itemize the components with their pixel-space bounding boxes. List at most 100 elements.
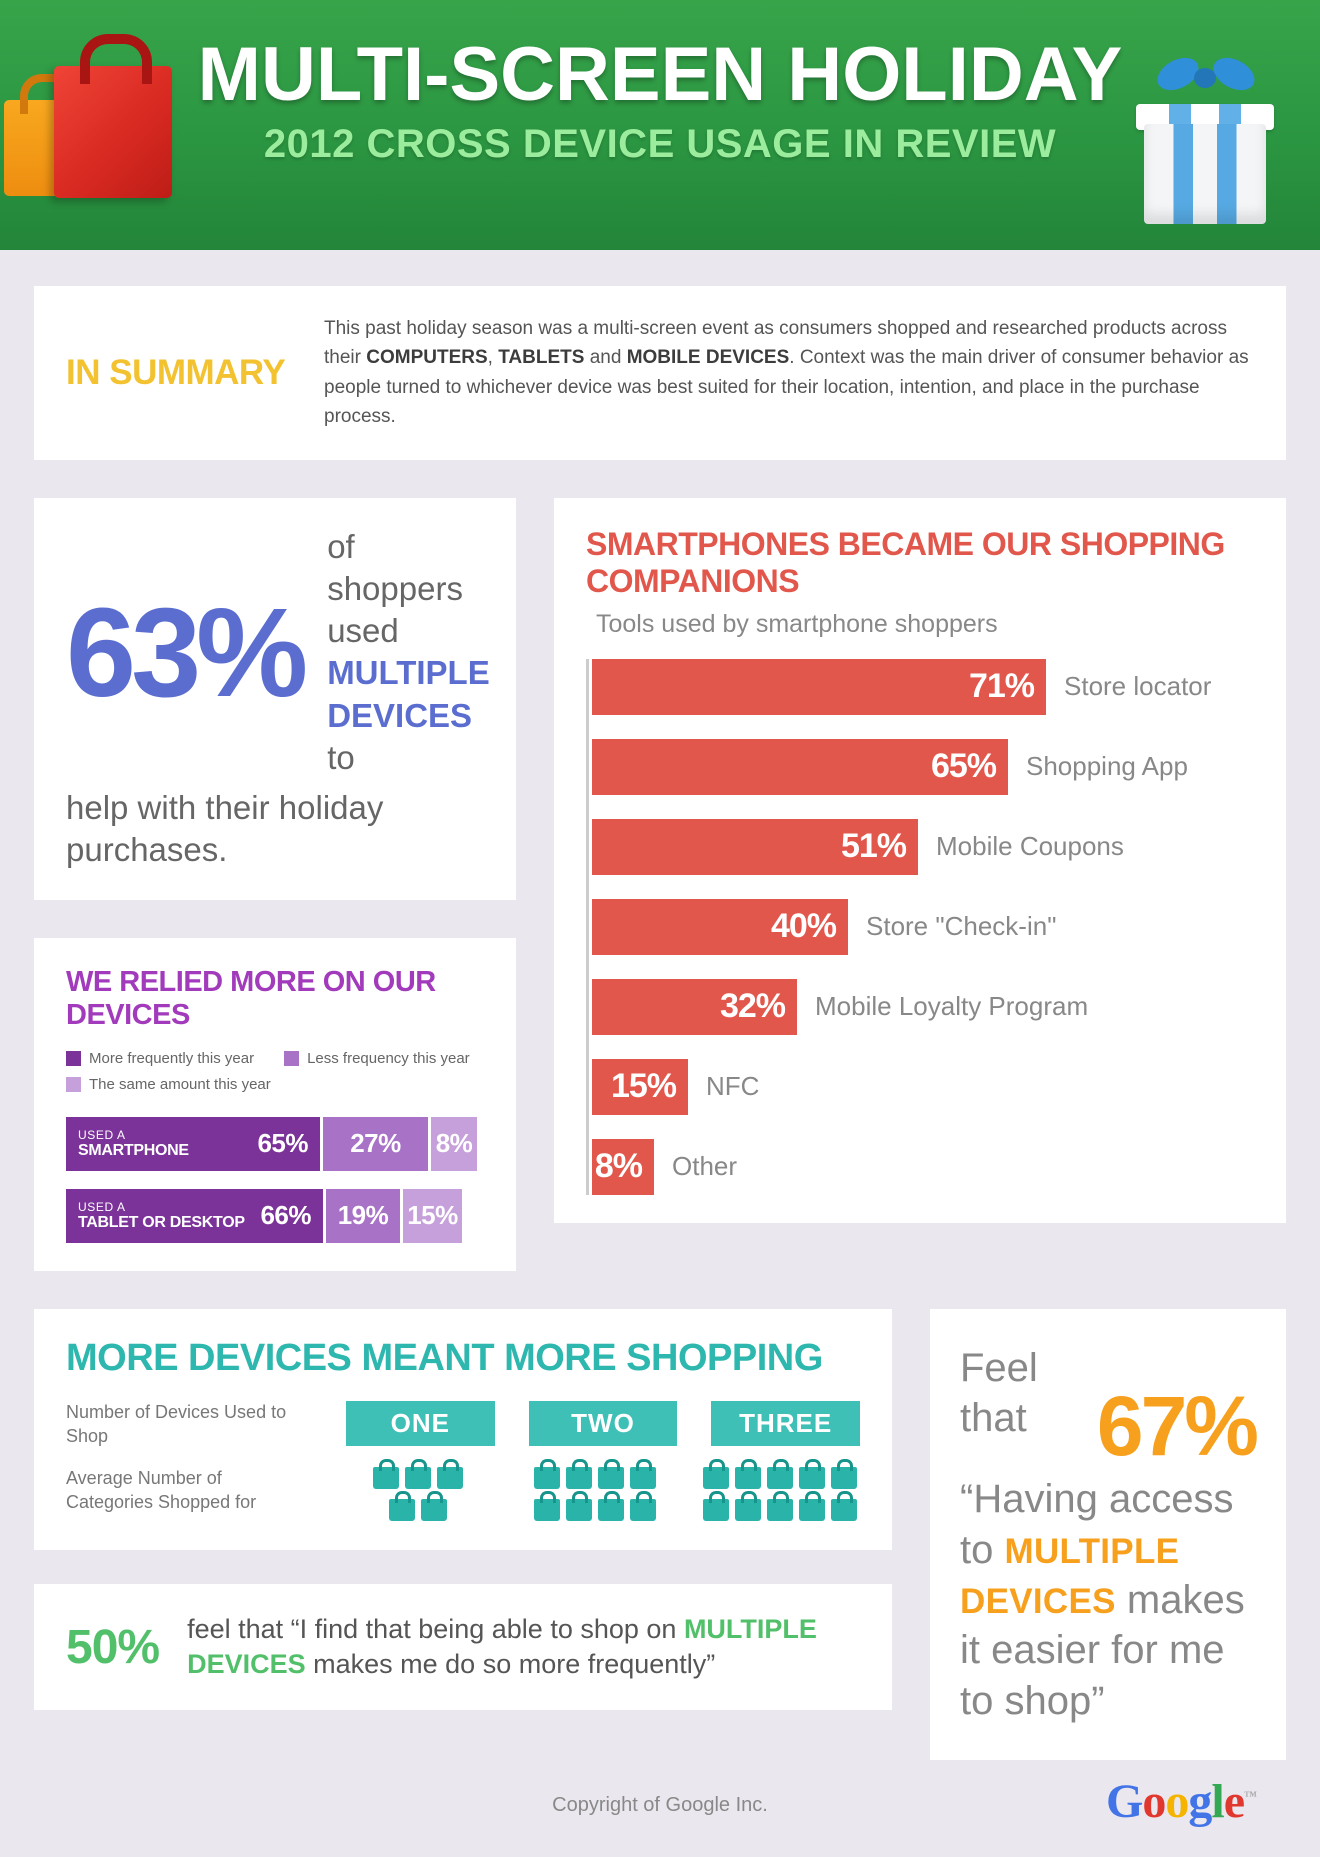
stacked-bar-row: USED A SMARTPHONE 65% 27% 8% (66, 1116, 484, 1171)
legend-item: The same amount this year (66, 1076, 271, 1093)
tool-bar-value: 71% (968, 667, 1035, 706)
bottom-grid: MORE DEVICES MEANT MORE SHOPPING Number … (34, 1308, 1286, 1761)
stacked-bar-segment: USED A SMARTPHONE 65% (66, 1116, 320, 1171)
tool-bar-label: Other (672, 1151, 738, 1182)
google-logo-letter: G (1106, 1775, 1143, 1829)
legend-item: More frequently this year (66, 1050, 254, 1067)
legend-label: The same amount this year (89, 1075, 271, 1093)
stacked-bar-segment: 19% (326, 1188, 400, 1243)
bags-row (346, 1458, 860, 1522)
shopping-bag-icon (767, 1491, 793, 1522)
smartphone-tools-chart: 71% Store locator 65% Shopping App 51% Mobile… (586, 658, 1254, 1195)
bag-row (700, 1490, 860, 1522)
tool-bar: 71% (592, 658, 1046, 715)
page-title: MULTI-SCREEN HOLIDAY (197, 32, 1123, 117)
stat-67-percent: 67% (1096, 1378, 1259, 1473)
tool-bar-value: 65% (930, 747, 997, 786)
gift-bow-knot-icon (1194, 68, 1216, 88)
avg-categories-label: Average Number of Categories Shopped for (66, 1467, 257, 1513)
shopping-bag-icon (735, 1491, 761, 1522)
pictograph: Number of Devices Used to Shop ONE TWO THR… (66, 1400, 861, 1523)
stacked-bar-row-label-line2: SMARTPHONE (78, 1141, 189, 1159)
google-logo-letter: g (1188, 1775, 1212, 1829)
summary-card: IN SUMMARY This past holiday season was … (34, 286, 1286, 460)
tool-bar-row: 51% Mobile Coupons (592, 818, 1254, 875)
stacked-bar-row-label: USED A SMARTPHONE (78, 1128, 189, 1160)
page-subtitle: 2012 CROSS DEVICE USAGE IN REVIEW (263, 121, 1057, 166)
tool-bar: 15% (592, 1058, 688, 1115)
devices-legend: More frequently this year Less frequency … (66, 1050, 484, 1093)
stacked-bar-value: 15% (407, 1200, 458, 1231)
tool-bar: 51% (592, 818, 918, 875)
device-count-header: THREE (711, 1401, 861, 1447)
header-banner: MULTI-SCREEN HOLIDAY 2012 CROSS DEVICE U… (0, 0, 1320, 250)
shopping-bag-icon (597, 1491, 624, 1522)
shopping-bag-icon (735, 1459, 761, 1490)
gift-body-icon (1144, 124, 1266, 224)
shopping-bag-icon (831, 1491, 857, 1522)
tool-bar: 65% (592, 738, 1008, 795)
tool-bar-label: Store locator (1064, 671, 1212, 702)
tool-bar-label: NFC (706, 1071, 760, 1102)
device-count-header: TWO (528, 1401, 678, 1447)
stacked-bar-row-label-line1: USED A (78, 1199, 126, 1214)
tool-bar-row: 65% Shopping App (592, 738, 1254, 795)
legend-item: Less frequency this year (284, 1050, 470, 1067)
tool-bar-value: 8% (594, 1147, 643, 1186)
stat-63-row: 63% of shoppers used MULTIPLE DEVICES to (66, 526, 490, 779)
stat-63-percent: 63% (66, 581, 308, 723)
stat-67-text: 67% Feel that “Having access to MULTIPLE… (960, 1343, 1259, 1727)
access-stat-card: 67% Feel that “Having access to MULTIPLE… (930, 1308, 1286, 1761)
bag-row (700, 1458, 860, 1490)
stat-50-percent: 50% (66, 1620, 160, 1674)
devices-used-label: Number of Devices Used to Shop (66, 1401, 287, 1446)
bottom-left-column: MORE DEVICES MEANT MORE SHOPPING Number … (34, 1308, 892, 1761)
tool-bar-row: 71% Store locator (592, 658, 1254, 715)
bag-row (370, 1458, 466, 1490)
shopping-bag-icon (404, 1459, 431, 1490)
tool-bar-value: 32% (719, 987, 786, 1026)
stat-63-text-top: of shoppers used MULTIPLE DEVICES to (327, 527, 490, 776)
shopping-bag-icon (597, 1459, 624, 1490)
shopping-bag-icon (799, 1459, 825, 1490)
multiple-devices-stat-card: 63% of shoppers used MULTIPLE DEVICES to… (34, 497, 516, 900)
shopping-bag-icon (831, 1459, 857, 1490)
tool-bar-label: Store "Check-in" (866, 911, 1057, 942)
shopping-bag-icon (629, 1491, 656, 1522)
bag-group (346, 1458, 489, 1522)
smartphone-tools-subtitle: Tools used by smartphone shoppers (596, 609, 998, 638)
devices-reliance-card: WE RELIED MORE ON OUR DEVICES More frequ… (34, 937, 516, 1271)
shopping-bag-icon (533, 1491, 560, 1522)
tool-bar-label: Shopping App (1026, 751, 1188, 782)
stacked-bar-row: USED A TABLET OR DESKTOP 66% 19% 15% (66, 1188, 484, 1243)
stacked-bar-row-label-line2: TABLET OR DESKTOP (78, 1213, 245, 1231)
shopping-bag-icon (767, 1459, 793, 1490)
google-logo-letter: o (1165, 1775, 1189, 1829)
copyright-text: Copyright of Google Inc. (552, 1794, 768, 1817)
shopping-bag-icon (420, 1491, 447, 1522)
frequency-stat-card: 50% feel that “I find that being able to… (34, 1584, 892, 1711)
google-logo-letter: o (1142, 1775, 1166, 1829)
tool-bar-row: 15% NFC (592, 1058, 1254, 1115)
device-count-headers: ONE TWO THREE (346, 1401, 861, 1447)
legend-label: More frequently this year (89, 1049, 255, 1067)
shopping-bag-icon (629, 1459, 656, 1490)
tool-bar-value: 40% (770, 907, 837, 946)
tool-bar-label: Mobile Coupons (936, 831, 1124, 862)
more-shopping-title: MORE DEVICES MEANT MORE SHOPPING (66, 1336, 823, 1379)
legend-swatch-icon (284, 1050, 300, 1066)
top-grid: 63% of shoppers used MULTIPLE DEVICES to… (34, 497, 1286, 1271)
stacked-bar-value: 8% (435, 1128, 473, 1159)
trademark-symbol: ™ (1244, 1788, 1257, 1804)
stat-63-text-bottom: help with their holiday purchases. (66, 789, 384, 869)
tool-bar-label: Mobile Loyalty Program (815, 991, 1089, 1022)
shopping-bag-icon (703, 1491, 729, 1522)
shopping-bags-icon (4, 34, 204, 223)
content: IN SUMMARY This past holiday season was … (0, 250, 1320, 1761)
stacked-bar-segment: 15% (403, 1188, 462, 1243)
bag-row (386, 1490, 450, 1522)
tool-bar-row: 32% Mobile Loyalty Program (592, 978, 1254, 1035)
summary-text: This past holiday season was a multi-scr… (324, 318, 1249, 428)
stacked-bar-segment: 27% (323, 1116, 428, 1171)
